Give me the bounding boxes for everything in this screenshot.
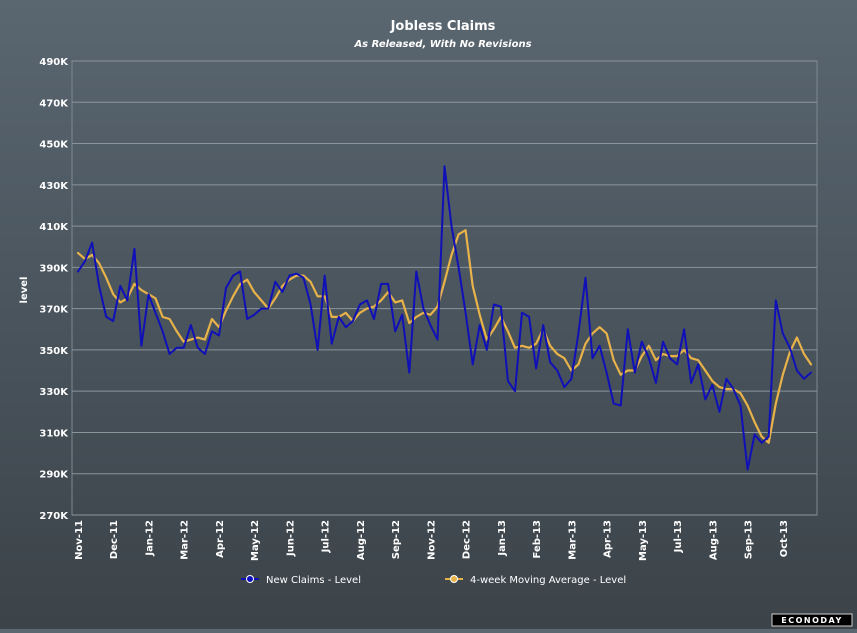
gold-circle-marker-icon bbox=[450, 575, 458, 583]
gridlines bbox=[72, 60, 817, 516]
y-tick-label: 390K bbox=[39, 263, 69, 274]
x-tick-label: Mar-13 bbox=[567, 520, 578, 560]
y-tick-label: 490K bbox=[39, 57, 69, 68]
chart-subtitle: As Released, With No Revisions bbox=[353, 39, 531, 50]
moving-average-line bbox=[76, 229, 813, 444]
x-tick-label: Sep-13 bbox=[744, 520, 755, 559]
x-tick-label: Apr-12 bbox=[215, 520, 226, 558]
legend: New Claims - Level 4-week Moving Average… bbox=[241, 575, 626, 586]
econoday-logo: ECONODAY bbox=[771, 613, 853, 627]
chart-title: Jobless Claims bbox=[390, 19, 496, 34]
y-axis-label: level bbox=[19, 277, 30, 304]
x-tick-label: Jan-13 bbox=[497, 520, 508, 557]
x-tick-label: Mar-12 bbox=[180, 520, 191, 560]
plot-area bbox=[71, 60, 818, 516]
y-tick-label: 410K bbox=[39, 222, 69, 233]
blue-circle-marker-icon bbox=[246, 575, 254, 583]
legend-item-new-claims: New Claims - Level bbox=[241, 575, 361, 586]
x-tick-label: Jan-12 bbox=[144, 520, 155, 557]
x-tick-label: Dec-12 bbox=[462, 520, 473, 559]
x-tick-label: Nov-12 bbox=[426, 520, 437, 560]
y-tick-label: 430K bbox=[39, 181, 69, 192]
y-tick-label: 350K bbox=[39, 346, 69, 357]
x-tick-label: Jul-12 bbox=[321, 520, 332, 553]
new-claims-line bbox=[77, 165, 812, 471]
y-tick-label: 270K bbox=[39, 511, 69, 522]
x-tick-label: Apr-13 bbox=[603, 520, 614, 558]
x-tick-label: May-12 bbox=[250, 520, 261, 561]
legend-item-moving-average: 4-week Moving Average - Level bbox=[445, 575, 626, 586]
y-tick-label: 330K bbox=[39, 387, 69, 398]
y-tick-label: 450K bbox=[39, 140, 69, 151]
logo-frame bbox=[771, 613, 853, 627]
x-axis-ticks: Nov-11 Dec-11 Jan-12 Mar-12 Apr-12 May-12 Jun-… bbox=[74, 520, 790, 561]
series-lines bbox=[76, 165, 813, 471]
x-tick-label: Jun-12 bbox=[285, 520, 296, 557]
x-tick-label: May-13 bbox=[638, 520, 649, 561]
y-tick-label: 310K bbox=[39, 428, 69, 439]
y-tick-label: 370K bbox=[39, 305, 69, 316]
x-tick-label: Aug-12 bbox=[356, 520, 367, 560]
x-tick-label: Feb-13 bbox=[532, 520, 543, 558]
x-tick-label: Nov-11 bbox=[74, 520, 85, 560]
legend-label-new-claims: New Claims - Level bbox=[266, 575, 361, 586]
y-axis-ticks: 270K 290K 310K 330K 350K 370K 390K 410K 430K 450K… bbox=[39, 57, 69, 522]
y-tick-label: 290K bbox=[39, 470, 69, 481]
legend-label-moving-average: 4-week Moving Average - Level bbox=[470, 575, 626, 586]
x-tick-label: Jul-13 bbox=[673, 520, 684, 553]
x-tick-label: Dec-11 bbox=[109, 520, 120, 559]
x-tick-label: Oct-13 bbox=[779, 520, 790, 557]
x-tick-label: Sep-12 bbox=[391, 520, 402, 559]
y-tick-label: 470K bbox=[39, 98, 69, 109]
x-tick-label: Aug-13 bbox=[708, 520, 719, 560]
logo-text: ECONODAY bbox=[781, 616, 843, 625]
